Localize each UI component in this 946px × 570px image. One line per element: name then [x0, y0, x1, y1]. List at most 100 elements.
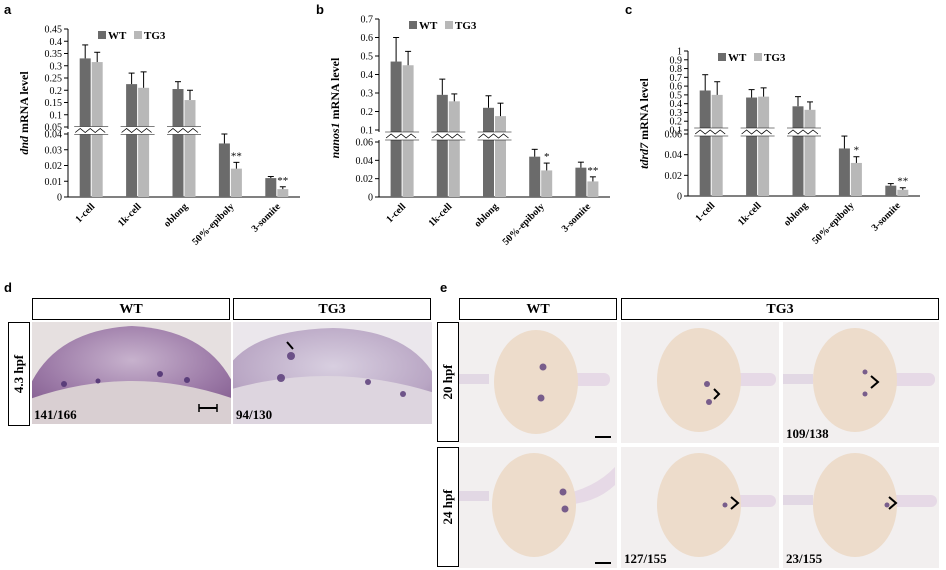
panel-label-c: c — [625, 2, 633, 17]
y-tick-label: 0.2 — [361, 107, 374, 118]
axis-break-mask — [787, 128, 821, 136]
d-tg3-embryo-drawing — [233, 322, 432, 424]
e-20-tg3-b-bracket — [870, 375, 880, 389]
axis-break-zigzag — [741, 129, 772, 135]
axis-break-mask — [431, 132, 466, 140]
bar-tg3 — [230, 168, 242, 197]
chart-dnd: 0.450.40.350.3 0.250.20.150.1 0.050.04 0.03… — [17, 25, 300, 248]
y-tick-label: 0.04 — [665, 150, 683, 161]
y-tick-label: 0.4 — [670, 99, 683, 110]
axis-break-mask — [694, 128, 729, 136]
e-count-20-tg3: 109/138 — [786, 426, 829, 441]
y-tick-label: 0.03 — [45, 145, 63, 156]
d-wt-count: 141/166 — [34, 407, 77, 422]
y-tick-label: 0.15 — [45, 98, 63, 109]
y-tick-label: 0.06 — [665, 130, 683, 141]
e-header-wt: WT — [459, 298, 617, 320]
x-tick-label: 1k-cell — [427, 201, 455, 229]
legend-label-wt: WT — [108, 30, 127, 42]
x-tick-label: 3-somite — [250, 201, 284, 235]
significance-mark: ** — [277, 175, 288, 187]
axis-break-mask — [477, 132, 512, 140]
e-24hpf-tg3-a-drawing — [657, 453, 776, 557]
legend-label-tg3: TG3 — [455, 20, 477, 32]
d-header-wt: WT — [32, 298, 230, 320]
y-tick-label: 0.05 — [45, 123, 63, 134]
axis-break-mask — [167, 126, 201, 135]
e-20-tg3-a-bracket — [713, 388, 721, 400]
legend-label-tg3: TG3 — [144, 30, 166, 42]
bar-wt — [575, 167, 587, 197]
y-axis-label-suffix: mRNA level — [328, 57, 342, 122]
x-tick-label: oblong — [782, 200, 810, 228]
y-axis-gene-name: tdrd7 — [637, 142, 651, 169]
axis-break-mask — [740, 128, 775, 136]
y-tick-label: 0.6 — [670, 82, 683, 93]
y-axis-label-suffix: mRNA level — [17, 71, 31, 136]
bar-tg3 — [495, 116, 506, 197]
bar-tg3 — [138, 87, 150, 197]
e-count-24-tg3-a: 127/155 — [624, 551, 667, 566]
e-20hpf-tg3-a-drawing — [657, 328, 776, 432]
legend-swatch-wt — [409, 21, 417, 29]
e-20hpf-wt-drawing — [459, 330, 611, 438]
e-20hpf-tg3-b-drawing — [783, 328, 935, 432]
chart-tdrd7: 10.90.80.70.60.50.40.30.20.10.06 0.04 0.02… — [637, 47, 920, 247]
e-count-24-tg3-b: 23/155 — [786, 551, 823, 566]
e-row-label-20-text: 20 hpf — [440, 364, 455, 400]
bar-wt — [699, 90, 711, 196]
panel-label-a: a — [4, 2, 12, 17]
axis-break-zigzag — [432, 133, 463, 139]
bar-wt — [218, 143, 230, 197]
y-tick-label: 0.4 — [50, 37, 63, 48]
e-20hpf-wt-image — [459, 322, 617, 443]
e-20hpf-tg3-a-image — [621, 322, 779, 443]
significance-mark: ** — [231, 150, 242, 162]
y-tick-label: 0.2 — [670, 117, 683, 128]
y-axis-gene-name: dnd — [17, 135, 31, 155]
x-tick-label: 3-somite — [870, 200, 904, 234]
x-tick-label: oblong — [472, 201, 500, 229]
y-tick-label: 0.5 — [670, 90, 683, 101]
y-axis-gene-name: nanos1 — [328, 122, 342, 158]
bar-tg3 — [184, 100, 196, 197]
x-tick-label: 50%-epiboly — [190, 201, 236, 247]
e-24-tg3-b-bracket — [888, 496, 898, 510]
y-tick-label: 0.9 — [670, 55, 683, 66]
d-tg3-count: 94/130 — [236, 407, 273, 422]
d-wt-embryo-drawing — [32, 322, 231, 424]
d-header-tg3: TG3 — [233, 298, 431, 320]
bar-wt — [838, 148, 850, 196]
y-tick-label: 1 — [677, 47, 682, 58]
bar-tg3 — [758, 96, 770, 196]
chart-nanos1: 0.7 0.6 0.5 0.4 0.3 0.2 0.10.06 0.04 0.02 0 nanos1… — [328, 15, 610, 248]
y-axis-break-gap — [62, 129, 72, 132]
y-axis-label: nanos1 mRNA level — [328, 57, 342, 158]
legend-label-tg3: TG3 — [764, 52, 786, 64]
significance-mark: ** — [587, 165, 598, 177]
bar-tg3 — [402, 65, 414, 197]
e-24hpf-tg3-a-image — [621, 447, 779, 568]
y-tick-label: 0.5 — [361, 52, 374, 63]
d-wt-embryo-image — [32, 322, 231, 424]
y-axis-label: tdrd7 mRNA level — [637, 78, 651, 169]
y-tick-label: 0.02 — [665, 171, 683, 182]
bar-wt — [792, 106, 804, 196]
axis-break-mask — [74, 126, 109, 135]
x-tick-label: 1-cell — [384, 201, 408, 225]
y-tick-label: 0.06 — [356, 138, 374, 149]
y-axis-label-suffix: mRNA level — [637, 78, 651, 143]
y-tick-label: 0.35 — [45, 49, 63, 60]
bar-tg3 — [277, 189, 289, 197]
legend-label-wt: WT — [728, 52, 747, 64]
axis-break-zigzag — [787, 129, 819, 135]
e-24hpf-tg3-b-drawing — [783, 453, 937, 557]
y-tick-label: 0.3 — [361, 89, 374, 100]
y-tick-label: 0.25 — [45, 74, 63, 85]
legend-swatch-tg3 — [754, 53, 762, 61]
bar-tg3 — [711, 94, 723, 196]
bar-wt — [746, 97, 758, 196]
d-row-label-text: 4.3 hpf — [11, 354, 26, 394]
bar-wt — [172, 89, 184, 197]
e-row-label-20: 20 hpf — [437, 322, 459, 442]
